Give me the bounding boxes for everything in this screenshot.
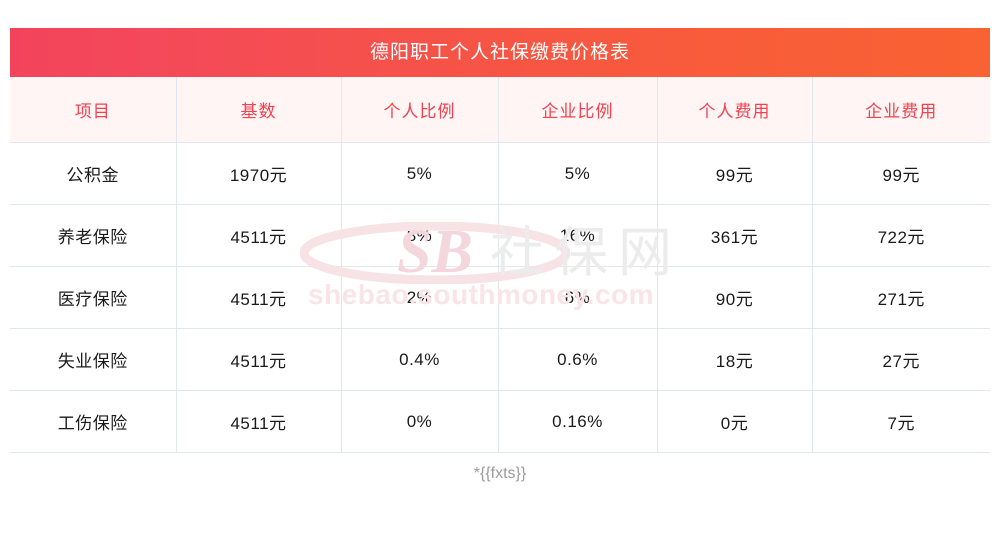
cell-company-rate: 5% (498, 142, 658, 205)
cell-item: 公积金 (10, 142, 177, 205)
cell-item: 养老保险 (10, 204, 177, 267)
footer-note: *{{fxts}} (473, 465, 527, 482)
cell-personal-fee: 361元 (657, 204, 813, 267)
social-insurance-price-table: 项目 基数 个人比例 企业比例 个人费用 企业费用 公积金 1970元 5% 5… (10, 77, 990, 453)
cell-personal-fee: 99元 (657, 142, 813, 205)
column-header-company-rate: 企业比例 (498, 77, 658, 143)
column-header-company-fee: 企业费用 (812, 77, 990, 143)
cell-company-fee: 27元 (812, 328, 990, 391)
table-row: 养老保险 4511元 8% 16% 361元 722元 (10, 204, 990, 267)
table-row: 失业保险 4511元 0.4% 0.6% 18元 27元 (10, 328, 990, 391)
cell-personal-rate: 8% (341, 204, 499, 267)
column-header-personal-fee: 个人费用 (657, 77, 813, 143)
table-header-row: 项目 基数 个人比例 企业比例 个人费用 企业费用 (10, 77, 990, 143)
table-header: 项目 基数 个人比例 企业比例 个人费用 企业费用 (10, 77, 990, 143)
cell-personal-rate: 5% (341, 142, 499, 205)
column-header-item: 项目 (10, 77, 177, 143)
price-table-container: 项目 基数 个人比例 企业比例 个人费用 企业费用 公积金 1970元 5% 5… (10, 77, 990, 453)
cell-company-fee: 7元 (812, 390, 990, 453)
cell-company-rate: 6% (498, 266, 658, 329)
column-header-base: 基数 (176, 77, 342, 143)
table-row: 公积金 1970元 5% 5% 99元 99元 (10, 142, 990, 205)
cell-base: 4511元 (176, 204, 342, 267)
cell-personal-rate: 2% (341, 266, 499, 329)
cell-base: 4511元 (176, 266, 342, 329)
cell-company-fee: 99元 (812, 142, 990, 205)
cell-company-rate: 0.16% (498, 390, 658, 453)
cell-base: 4511元 (176, 390, 342, 453)
cell-item: 工伤保险 (10, 390, 177, 453)
cell-base: 1970元 (176, 142, 342, 205)
cell-item: 失业保险 (10, 328, 177, 391)
cell-company-rate: 16% (498, 204, 658, 267)
table-row: 工伤保险 4511元 0% 0.16% 0元 7元 (10, 390, 990, 453)
table-title-bar: 德阳职工个人社保缴费价格表 (10, 28, 990, 77)
cell-personal-fee: 90元 (657, 266, 813, 329)
cell-company-rate: 0.6% (498, 328, 658, 391)
cell-company-fee: 271元 (812, 266, 990, 329)
column-header-personal-rate: 个人比例 (341, 77, 499, 143)
cell-personal-fee: 0元 (657, 390, 813, 453)
cell-personal-rate: 0.4% (341, 328, 499, 391)
table-body: 公积金 1970元 5% 5% 99元 99元 养老保险 4511元 8% 16… (10, 142, 990, 453)
cell-company-fee: 722元 (812, 204, 990, 267)
table-row: 医疗保险 4511元 2% 6% 90元 271元 (10, 266, 990, 329)
cell-base: 4511元 (176, 328, 342, 391)
cell-item: 医疗保险 (10, 266, 177, 329)
cell-personal-fee: 18元 (657, 328, 813, 391)
page-title: 德阳职工个人社保缴费价格表 (369, 42, 630, 63)
cell-personal-rate: 0% (341, 390, 499, 453)
